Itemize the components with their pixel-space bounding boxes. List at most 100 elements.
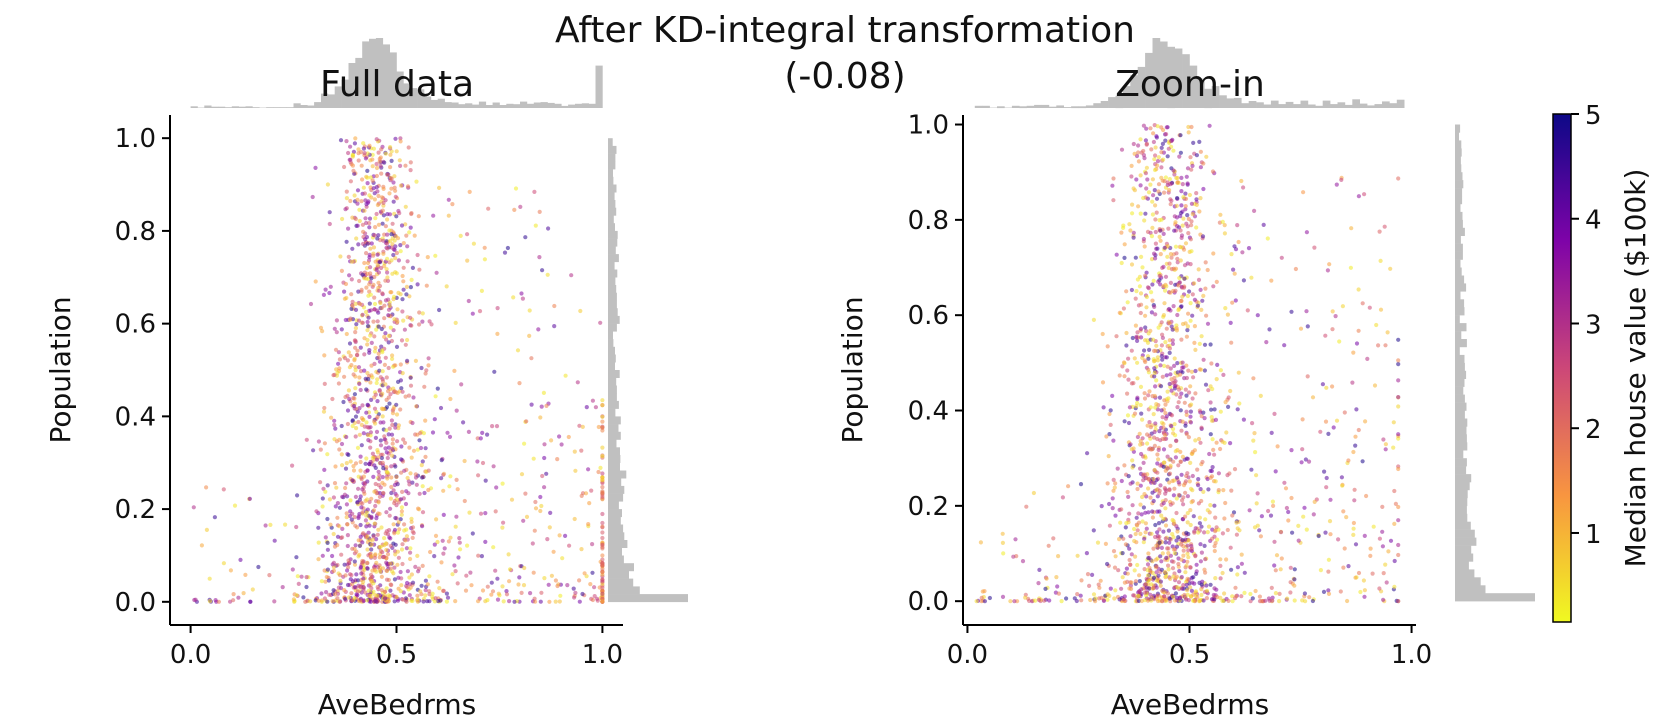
data-point (1165, 154, 1170, 159)
data-point (1163, 433, 1168, 438)
data-point (384, 440, 389, 445)
data-point (1202, 530, 1207, 535)
data-point (355, 445, 361, 450)
data-point (1198, 487, 1203, 492)
data-point (1149, 310, 1154, 315)
data-point (372, 361, 377, 366)
data-point (1180, 321, 1186, 327)
top-histogram-bar (1130, 75, 1138, 108)
data-point (547, 599, 552, 604)
data-point (1292, 567, 1297, 572)
data-point (405, 358, 410, 363)
data-point (1105, 592, 1110, 597)
data-point (1122, 594, 1127, 599)
data-point (1234, 594, 1239, 599)
data-point (1194, 153, 1199, 158)
data-point (485, 598, 490, 603)
data-point (375, 377, 380, 382)
data-point (420, 524, 425, 529)
data-point (1179, 233, 1185, 238)
data-point (381, 420, 386, 425)
data-point (357, 278, 362, 284)
data-point (372, 301, 378, 307)
data-point (1113, 513, 1118, 518)
top-histogram-bar (286, 107, 294, 108)
data-point (387, 401, 392, 406)
data-point (404, 284, 409, 289)
top-histogram-bar (334, 86, 342, 108)
data-point (1139, 451, 1144, 457)
data-point (1180, 419, 1185, 424)
data-point (1133, 579, 1138, 584)
data-point (1190, 292, 1195, 297)
data-point (368, 572, 374, 577)
data-point (386, 333, 391, 338)
data-point (1158, 384, 1164, 389)
data-point (1257, 528, 1262, 533)
data-point (365, 342, 370, 347)
data-point (1223, 306, 1228, 311)
data-point (362, 276, 367, 281)
data-point (1209, 597, 1215, 602)
data-point (1183, 490, 1188, 495)
data-point (1155, 530, 1160, 535)
data-point (1155, 509, 1160, 514)
data-point (1289, 495, 1294, 501)
data-point (355, 593, 360, 598)
data-point (345, 543, 350, 549)
top-histogram-bar (1048, 106, 1057, 108)
data-point (1273, 591, 1278, 596)
top-histogram-bar (300, 105, 308, 108)
data-point (334, 367, 339, 372)
data-point (1166, 567, 1171, 572)
data-point (592, 585, 597, 590)
data-point (1175, 405, 1180, 410)
data-point (399, 509, 404, 514)
data-point (586, 522, 591, 527)
data-point (376, 469, 381, 474)
data-point (1396, 432, 1401, 437)
data-point (370, 451, 375, 456)
data-point (350, 299, 355, 304)
y-tick-label: 0.8 (908, 206, 949, 236)
data-point (1113, 481, 1118, 486)
data-point (414, 482, 419, 487)
data-point (388, 496, 393, 501)
data-point (353, 307, 359, 312)
right-histogram-bar (608, 300, 617, 309)
data-point (391, 571, 396, 576)
data-point (353, 345, 358, 350)
top-histogram-bar (211, 106, 219, 108)
data-point (322, 405, 327, 411)
data-point (420, 475, 425, 480)
data-point (1327, 519, 1333, 524)
data-point (346, 150, 351, 156)
data-point (1148, 182, 1153, 187)
top-histogram-bar (1307, 104, 1316, 108)
data-point (978, 540, 984, 545)
data-point (1194, 202, 1199, 207)
data-point (1188, 565, 1193, 570)
data-point (1147, 420, 1152, 425)
data-point (490, 589, 496, 594)
data-point (389, 453, 395, 458)
data-point (1163, 138, 1168, 143)
data-point (1209, 407, 1214, 412)
data-point (489, 592, 494, 597)
data-point (440, 538, 445, 543)
data-point (1220, 570, 1225, 576)
data-point (1154, 564, 1159, 569)
data-point (356, 158, 361, 163)
data-point (396, 586, 401, 591)
data-point (1179, 245, 1184, 250)
data-point (480, 588, 486, 593)
data-point (1159, 320, 1164, 325)
data-point (358, 522, 363, 528)
data-point (334, 485, 339, 490)
data-point (1176, 387, 1182, 392)
data-point (600, 520, 605, 526)
data-point (1156, 325, 1161, 330)
data-point (392, 185, 397, 190)
data-point (579, 547, 584, 552)
data-point (1091, 592, 1097, 597)
